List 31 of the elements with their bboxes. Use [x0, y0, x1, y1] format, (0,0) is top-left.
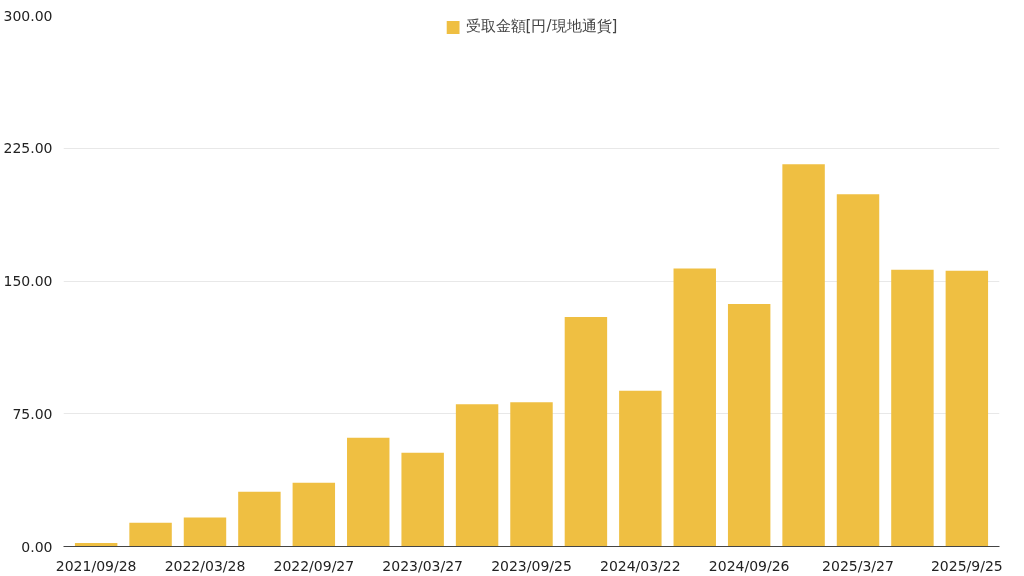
bar: [945, 270, 989, 547]
y-tick-label: 150.00: [3, 273, 53, 289]
bar: [292, 482, 336, 547]
legend-label: 受取金額[円/現地通貨]: [465, 17, 618, 36]
bar: [510, 402, 553, 547]
bar: [619, 390, 662, 547]
y-tick-label: 300.00: [3, 7, 53, 24]
x-tick-label: 2023/03/27: [382, 557, 464, 574]
bar: [455, 404, 499, 547]
y-tick-label: 0.00: [21, 538, 53, 555]
bar: [347, 437, 390, 547]
bar: [129, 522, 172, 547]
bar: [183, 517, 227, 547]
bar: [238, 491, 281, 547]
x-tick-label: 2025/3/27: [822, 557, 894, 574]
bar: [401, 452, 444, 547]
x-tick-label: 2025/9/25: [930, 557, 1003, 574]
bar: [564, 317, 608, 547]
x-tick-label: 2024/09/26: [708, 557, 790, 574]
bar: [836, 194, 880, 547]
bar: [891, 269, 934, 547]
x-tick-label: 2023/09/25: [491, 557, 572, 574]
y-tick-label: 225.00: [3, 140, 53, 157]
x-tick-label: 2022/09/27: [273, 557, 355, 574]
x-tick-label: 2021/09/28: [55, 557, 137, 574]
x-tick-label: 2022/03/28: [164, 557, 246, 574]
x-tick-label: 2024/03/22: [599, 557, 681, 574]
bar: [782, 164, 825, 547]
y-tick-label: 75.00: [12, 405, 53, 422]
bar: [727, 304, 771, 547]
bar: [673, 268, 716, 547]
